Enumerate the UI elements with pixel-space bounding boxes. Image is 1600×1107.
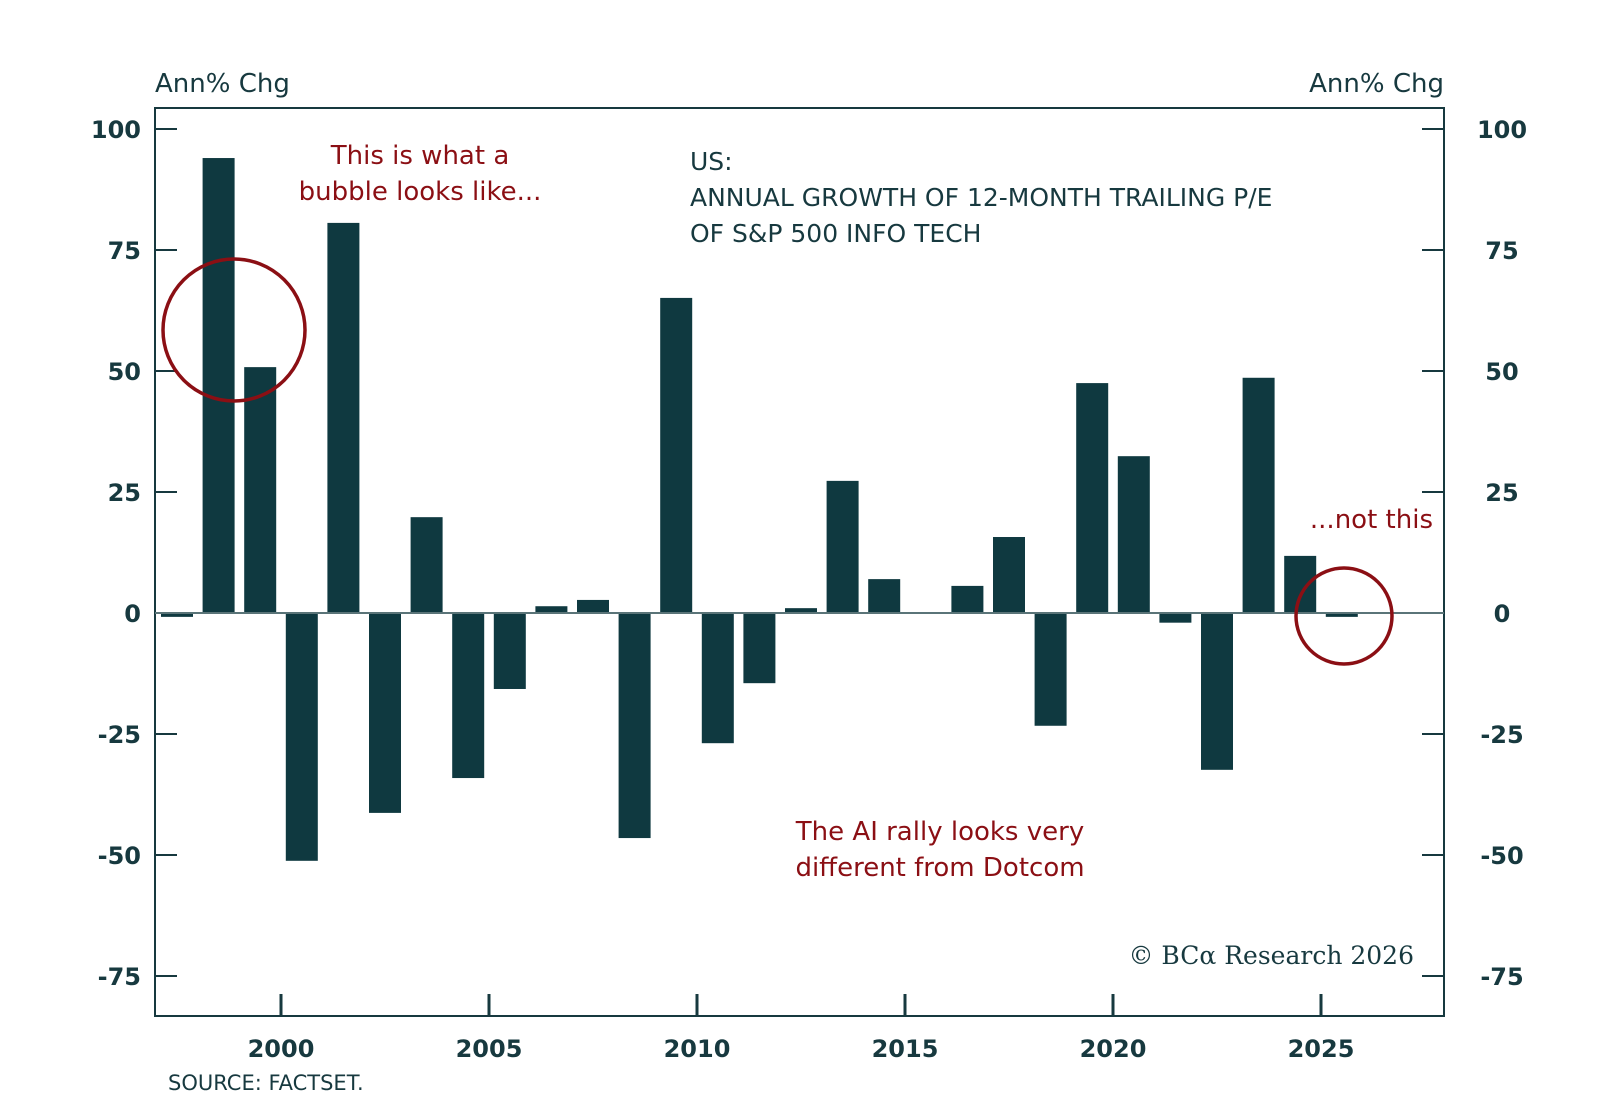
bar-1998 [202,158,235,614]
copyright-text: © BCα Research 2026 [1128,941,1414,970]
bar-2025 [1325,613,1358,617]
bar-1997 [161,613,193,617]
y-tick-label-right: -25 [1480,721,1523,749]
ai-highlight-circle [1294,566,1394,666]
bar-2006 [535,606,568,613]
annotation-ai-rally-line-2: different from Dotcom [795,853,1084,883]
annotation-not-this: ...not this [1310,505,1433,535]
bar-2019 [1076,383,1109,613]
y-tick-label-right: 100 [1477,116,1527,144]
bar-2002 [369,613,401,813]
bar-1999 [244,367,277,613]
y-tick-label-left: 25 [108,479,141,507]
annotation-ai-rally: The AI rally looks very different from D… [795,817,1085,883]
x-tick-label: 2020 [1080,1035,1147,1063]
y-tick-label-right: 50 [1485,358,1518,386]
y-axis-title-left: Ann% Chg [155,69,290,99]
chart-title-line-1: US: [690,147,733,176]
annotation-bubble-line-2: bubble looks like... [299,177,542,207]
y-tick-label-left: 100 [91,116,141,144]
bar-2023 [1242,377,1275,613]
x-tick-label: 2005 [456,1035,523,1063]
x-tick-label: 2015 [872,1035,939,1063]
bar-2013 [826,480,859,613]
y-axis-title-right: Ann% Chg [1309,69,1444,99]
y-tick-label-right: 75 [1485,237,1518,265]
bar-2007 [577,599,609,613]
y-tick-label-right: 25 [1485,479,1518,507]
bar-2003 [410,517,443,613]
bar-2001 [327,222,360,613]
bar-2018 [1034,613,1067,726]
y-tick-label-right: -75 [1480,963,1523,991]
x-tick-label: 2010 [664,1035,731,1063]
plot-frame [154,107,1445,1017]
annotation-bubble: This is what a bubble looks like... [299,141,542,207]
bar-2012 [785,608,817,613]
y-tick-label-right: -50 [1480,842,1523,870]
y-axis-ticks: 100 100 75 75 50 50 25 25 0 0 -25 -25 -50 -50 -75 -75 [91,116,1527,991]
chart-title-line-3: OF S&P 500 INFO TECH [690,219,981,248]
y-tick-label-left: -50 [98,842,141,870]
bar-2011 [743,613,776,684]
chart-title-line-2: ANNUAL GROWTH OF 12-MONTH TRAILING P/E [690,183,1272,212]
bar-2004 [452,613,485,779]
y-tick-label-left: 50 [108,358,141,386]
y-tick-label-right: 0 [1494,600,1511,628]
bar-2020 [1117,456,1150,613]
bar-2009 [660,297,693,613]
dotcom-highlight-circle [161,257,307,403]
annotation-not-this-line-1: ...not this [1310,505,1433,535]
bar-2014 [868,579,901,613]
y-tick-label-left: 75 [108,237,141,265]
bar-2010 [701,613,734,744]
chart-title: US: ANNUAL GROWTH OF 12-MONTH TRAILING P… [690,147,1272,248]
y-tick-label-left: 0 [124,600,141,628]
y-tick-label-left: -75 [98,963,141,991]
bar-2008 [618,613,651,839]
x-axis-ticks: 2000 2005 2010 2015 2020 2025 [248,994,1355,1063]
x-tick-label: 2025 [1288,1035,1355,1063]
bars [161,158,1358,861]
bar-2021 [1159,613,1192,623]
annotation-ai-rally-line-1: The AI rally looks very [795,817,1084,847]
source-note: SOURCE: FACTSET. [168,1071,364,1095]
bar-2005 [493,613,526,689]
bar-2022 [1201,613,1233,770]
annotation-bubble-line-1: This is what a [330,141,510,171]
bar-2017 [993,537,1025,613]
bar-2024 [1284,555,1317,613]
y-tick-label-left: -25 [98,721,141,749]
bar-2000 [285,613,318,861]
x-tick-label: 2000 [248,1035,315,1063]
bar-2016 [951,585,984,613]
